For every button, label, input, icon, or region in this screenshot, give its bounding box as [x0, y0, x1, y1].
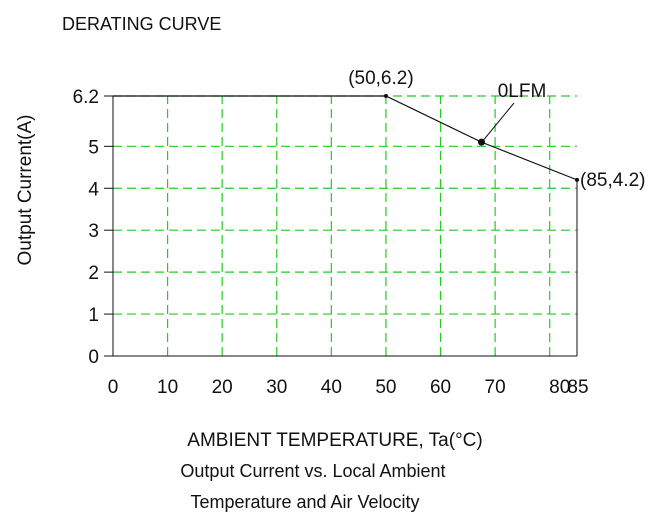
caption-line-2: Temperature and Air Velocity [190, 492, 419, 512]
series-0lfm [113, 94, 579, 182]
annotation-50-6.2: (50,6.2) [348, 68, 413, 89]
x-tick-label: 50 [375, 377, 396, 398]
x-axis-label: AMBIENT TEMPERATURE, Ta(°C) [187, 430, 482, 451]
y-tick-label: 2 [88, 263, 99, 284]
chart-title: DERATING CURVE [62, 14, 221, 34]
x-tick-label: 70 [485, 377, 506, 398]
x-tick-label: 0 [108, 377, 119, 398]
y-tick-label: 6.2 [73, 87, 99, 108]
axes [104, 95, 578, 357]
annotation-0lfm-leader [483, 102, 515, 141]
y-tick-label: 0 [88, 347, 99, 368]
point-0lfm-marker [477, 138, 485, 146]
x-tick-label: 85 [567, 377, 588, 398]
x-tick-label: 60 [430, 377, 451, 398]
y-tick-label: 3 [88, 221, 99, 242]
y-tick-label: 1 [88, 305, 99, 326]
annotation-85-4.2: (85,4.2) [580, 170, 645, 191]
x-tick-label: 40 [321, 377, 342, 398]
x-tick-label: 30 [266, 377, 287, 398]
point-50-6.2 [383, 94, 388, 98]
series-line [113, 95, 578, 181]
y-tick-label: 4 [88, 179, 99, 200]
x-tick-label: 80 [549, 377, 570, 398]
annotation-0lfm: 0LFM [498, 81, 547, 102]
point-85-4.2 [575, 177, 579, 182]
y-tick-label: 5 [88, 137, 99, 158]
x-tick-label: 10 [157, 377, 178, 398]
annotations: (50,6.2) (85,4.2) 0LFM [348, 68, 645, 191]
y-axis-label: Output Current(A) [15, 115, 36, 266]
y-tick-labels: 0 1 2 3 4 5 6.2 [73, 87, 100, 368]
grid [113, 95, 577, 356]
caption-line-1: Output Current vs. Local Ambient [180, 461, 445, 481]
x-tick-label: 20 [212, 377, 233, 398]
